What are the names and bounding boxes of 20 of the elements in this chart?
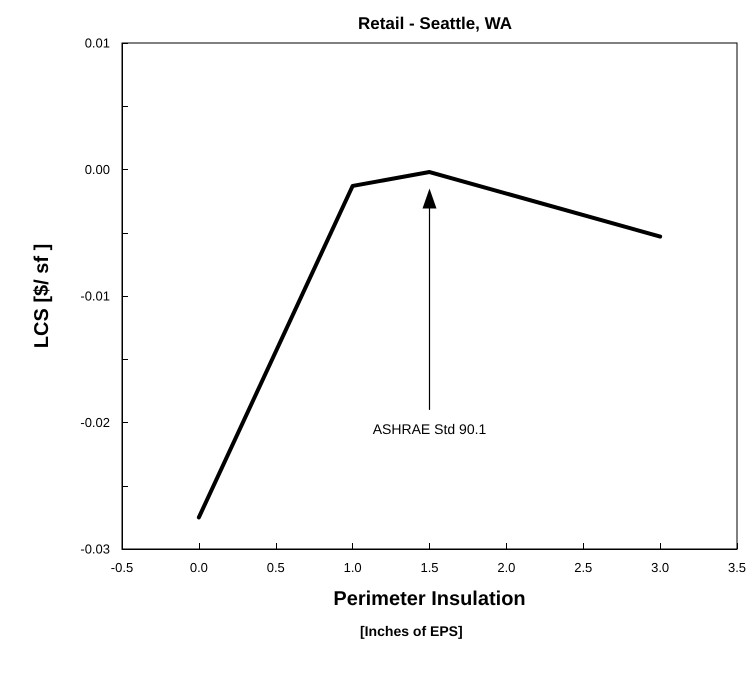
x-tick-label: 2.5 [574, 560, 592, 575]
x-tick-label: 3.0 [651, 560, 670, 575]
x-axis-title: Perimeter Insulation [333, 588, 526, 610]
x-tick-label: -0.5 [110, 560, 134, 575]
annotation: ASHRAE Std 90.1 [372, 420, 487, 437]
x-tick-label: 0.0 [190, 560, 208, 575]
x-tick-label: 1.5 [420, 560, 439, 575]
x-tick-label: 0.5 [266, 560, 285, 575]
y-tick-label: -0.02 [80, 415, 110, 430]
y-axis-title: LCS [$/ sf ] [31, 244, 53, 348]
chart-title: Retail - Seattle, WA [358, 14, 512, 33]
line-series [196, 170, 662, 520]
y-tick-label: -0.03 [80, 542, 110, 556]
x-tick-label: 3.5 [728, 560, 746, 575]
text: [Inches of EPS] [360, 623, 463, 639]
y-tick-label: 0.01 [84, 36, 110, 50]
y-tick-label: 0.00 [84, 162, 110, 177]
x-tick-label: 1.0 [344, 560, 362, 575]
y-tick-label: -0.01 [80, 288, 110, 304]
x-tick-label: 2.0 [497, 560, 516, 575]
